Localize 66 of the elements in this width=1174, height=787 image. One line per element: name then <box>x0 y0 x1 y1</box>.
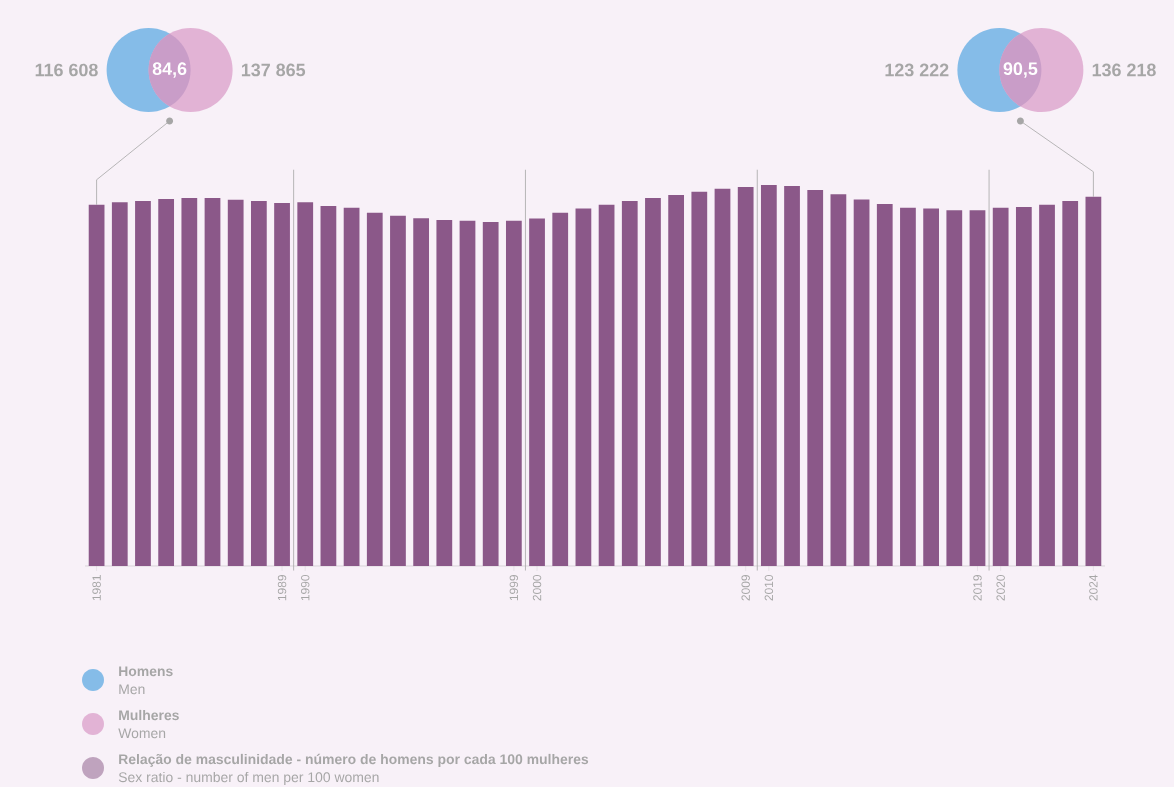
bar <box>598 204 615 566</box>
bar <box>135 200 151 566</box>
bar <box>88 204 105 566</box>
bar <box>1085 196 1102 566</box>
bar <box>1062 200 1079 566</box>
bar <box>830 194 847 566</box>
bar <box>552 212 569 566</box>
text: 84,6 <box>152 62 187 78</box>
bar <box>900 207 916 566</box>
bar <box>946 210 963 566</box>
bar <box>158 199 175 566</box>
bar <box>459 220 476 566</box>
bar <box>343 207 360 566</box>
x-tick-label: 2009 <box>741 575 750 601</box>
bar <box>807 189 824 566</box>
x-tick-label: 1989 <box>277 575 287 601</box>
x-tick-label: 1981 <box>92 575 101 601</box>
bar <box>969 210 986 566</box>
bar <box>413 218 430 566</box>
bar <box>227 199 244 566</box>
x-tick-label: 2020 <box>996 574 1005 601</box>
bar <box>784 186 800 566</box>
bar <box>575 208 592 566</box>
text: 123 222 <box>885 63 949 77</box>
bar <box>204 197 221 566</box>
x-tick-label: 2019 <box>973 575 982 601</box>
bar <box>645 197 661 566</box>
bar <box>737 186 754 566</box>
bar <box>668 194 685 566</box>
bar <box>436 220 453 566</box>
bar <box>992 207 1009 566</box>
text: Sex ratio - number of men per 100 women <box>118 771 379 785</box>
bar <box>505 220 522 566</box>
x-tick-label: 1999 <box>509 575 519 601</box>
bar <box>923 208 940 566</box>
text: 136 218 <box>1092 63 1156 77</box>
text: Homens <box>119 666 173 677</box>
text: 137 865 <box>241 63 306 77</box>
x-tick-label: 1990 <box>301 574 310 601</box>
bar <box>250 200 267 566</box>
bar <box>482 221 499 566</box>
bar <box>691 191 708 566</box>
text: Relação de masculinidade - número de homens por cada 100 mulheres <box>119 753 589 767</box>
x-tick-label: 2010 <box>764 574 774 601</box>
x-tick-label: 2024 <box>1089 574 1098 601</box>
bar <box>390 215 406 566</box>
text: 90,5 <box>1003 62 1038 78</box>
bar <box>181 197 198 566</box>
bar <box>876 204 893 566</box>
text: Mulheres <box>119 709 179 721</box>
text: 116 608 <box>35 63 98 77</box>
bar <box>621 200 638 566</box>
text: Men <box>119 684 145 695</box>
bar <box>760 184 777 566</box>
bar <box>714 188 731 566</box>
bar <box>853 199 870 566</box>
bar <box>111 202 128 566</box>
bar <box>1039 204 1055 566</box>
bar <box>297 202 314 566</box>
text: Women <box>118 728 166 739</box>
bar <box>1015 207 1032 566</box>
bar <box>274 202 290 566</box>
bar <box>366 212 383 566</box>
bar <box>529 218 545 566</box>
x-tick-label: 2000 <box>532 574 542 601</box>
bar <box>320 205 337 566</box>
